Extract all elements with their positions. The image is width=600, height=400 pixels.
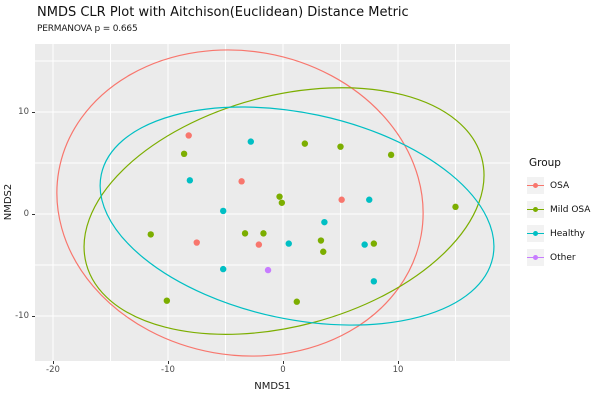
- legend-item-healthy: Healthy: [527, 225, 590, 242]
- y-tick-label: -10: [15, 310, 29, 321]
- data-point-mild-osa: [317, 237, 325, 244]
- legend-key: [527, 225, 544, 242]
- legend-key: [527, 249, 544, 266]
- x-axis-title: NMDS1: [254, 381, 291, 392]
- data-point-healthy: [361, 241, 368, 248]
- legend-item-label: Healthy: [550, 228, 585, 239]
- group-ellipse-healthy: [99, 106, 495, 326]
- x-tick-mark: [397, 361, 399, 364]
- group-ellipse-osa: [56, 49, 424, 357]
- x-tick-mark: [282, 361, 284, 364]
- data-point-healthy: [247, 138, 254, 145]
- data-point-osa: [238, 178, 245, 185]
- x-tick-mark: [167, 361, 169, 364]
- data-point-mild-osa: [278, 199, 286, 206]
- data-point-mild-osa: [163, 297, 171, 304]
- legend-key: [527, 177, 544, 194]
- legend-items: OSA Mild OSA Healthy Other: [527, 177, 590, 266]
- x-tick-label: 0: [280, 365, 286, 375]
- data-point-mild-osa: [387, 151, 395, 159]
- legend-item-label: OSA: [550, 180, 570, 191]
- data-point-mild-osa: [293, 298, 300, 305]
- legend-title: Group: [529, 157, 561, 169]
- legend-key-point-icon: [532, 254, 539, 261]
- data-point-healthy: [186, 177, 194, 184]
- legend-key: [527, 201, 544, 218]
- data-point-mild-osa: [320, 248, 327, 255]
- y-tick-mark: [32, 213, 35, 215]
- legend-key-point-icon: [532, 206, 539, 213]
- data-point-healthy: [370, 278, 378, 285]
- data-point-other: [264, 266, 272, 274]
- legend-item-osa: OSA: [527, 177, 590, 194]
- data-point-mild-osa: [241, 230, 249, 237]
- legend: Group OSA Mild OSA Healthy Other: [527, 157, 590, 273]
- data-point-healthy: [220, 207, 227, 215]
- data-point-mild-osa: [276, 193, 283, 200]
- legend-item-other: Other: [527, 249, 590, 266]
- y-axis-title: NMDS2: [3, 183, 14, 221]
- x-tick-label: -10: [161, 365, 175, 375]
- data-point-osa: [185, 132, 192, 139]
- x-tick-mark: [52, 361, 54, 364]
- y-tick-mark: [32, 111, 35, 113]
- legend-item-mild-osa: Mild OSA: [527, 201, 590, 218]
- plot-subtitle: PERMANOVA p = 0.665: [37, 24, 138, 34]
- data-point-mild-osa: [301, 140, 309, 147]
- data-point-osa: [255, 241, 263, 248]
- data-point-mild-osa: [337, 143, 344, 150]
- legend-item-label: Other: [550, 252, 576, 263]
- y-tick-label: 0: [23, 208, 29, 219]
- plot-canvas: [35, 44, 510, 361]
- x-tick-label: -20: [46, 365, 60, 375]
- data-point-healthy: [285, 240, 292, 247]
- y-tick-mark: [32, 315, 35, 317]
- legend-item-label: Mild OSA: [550, 204, 591, 215]
- data-point-mild-osa: [147, 231, 154, 238]
- plot-title: NMDS CLR Plot with Aitchison(Euclidean) …: [37, 5, 409, 20]
- data-point-mild-osa: [370, 240, 378, 247]
- data-point-mild-osa: [180, 150, 188, 158]
- data-point-healthy: [366, 196, 373, 203]
- legend-key-point-icon: [532, 230, 539, 237]
- data-point-osa: [338, 196, 345, 203]
- data-point-mild-osa: [260, 230, 267, 237]
- data-point-healthy: [220, 265, 227, 273]
- data-point-mild-osa: [452, 203, 459, 211]
- x-tick-label: 10: [392, 365, 404, 375]
- data-point-osa: [193, 239, 200, 246]
- legend-key-point-icon: [532, 182, 539, 189]
- y-tick-label: 10: [18, 106, 29, 117]
- data-point-healthy: [321, 218, 328, 226]
- plot-panel: [35, 44, 510, 361]
